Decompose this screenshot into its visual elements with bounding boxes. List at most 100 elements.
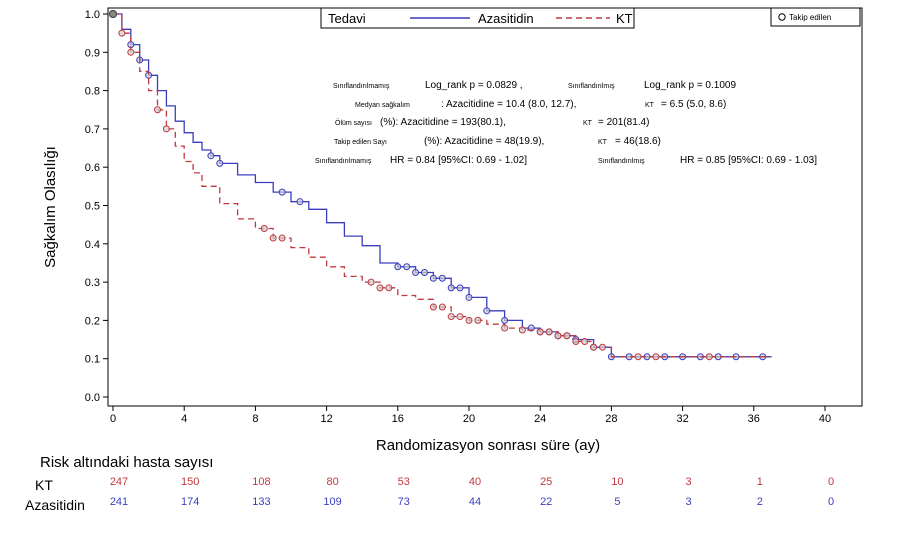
censor-marker-kt	[367, 278, 375, 286]
risk-value-azasitidin: 44	[469, 496, 481, 508]
risk-value-azasitidin: 2	[757, 496, 763, 508]
y-tick-label: 0.5	[85, 201, 100, 213]
censor-marker-azasitidin	[456, 284, 464, 292]
censor-marker-kt	[554, 332, 562, 340]
y-tick-label: 0.2	[85, 315, 100, 327]
annotation-2-text: : Azacitidine = 10.4 (8.0, 12.7),	[441, 99, 576, 110]
censor-marker-azasitidin	[447, 284, 455, 292]
x-tick-label: 28	[605, 413, 617, 425]
y-tick-label: 0.6	[85, 162, 100, 174]
censor-marker-kt	[376, 284, 384, 292]
censor-marker-kt	[465, 316, 473, 324]
risk-value-kt: 10	[611, 476, 623, 488]
start-marker	[109, 10, 117, 18]
annotation-3-small: KT	[645, 102, 655, 109]
annotation-7-text: = 46(18.6)	[615, 136, 661, 147]
censor-marker-kt	[447, 313, 455, 321]
censor-marker-kt	[501, 324, 509, 332]
x-axis-title: Randomizasyon sonrası süre (ay)	[376, 437, 600, 454]
annotation-7-small: KT	[598, 139, 608, 146]
annotation-9-text: HR = 0.85 [95%CI: 0.69 - 1.03]	[680, 155, 817, 166]
censor-marker-kt	[518, 326, 526, 334]
censor-marker-kt	[162, 125, 170, 133]
censor-marker-azasitidin	[501, 316, 509, 324]
y-tick-label: 0.1	[85, 354, 100, 366]
annotation-5-text: = 201(81.4)	[598, 117, 649, 128]
censor-legend-label: Takip edilen	[789, 13, 831, 22]
x-tick-label: 4	[181, 413, 187, 425]
y-tick-label: 0.3	[85, 277, 100, 289]
legend-label-azasitidin: Azasitidin	[478, 11, 534, 26]
y-axis: 0.0 0.1 0.2 0.3 0.4 0.5 0.6 0.7 0.8 0.9 1.0	[85, 9, 108, 404]
x-tick-label: 12	[320, 413, 332, 425]
legend-title: Tedavi	[328, 11, 366, 26]
annotation-0-small: Sınıflandırılmamış	[333, 83, 390, 90]
censor-marker-kt	[590, 343, 598, 351]
censor-marker-kt	[269, 234, 277, 242]
censor-marker-kt	[385, 284, 393, 292]
censor-marker-kt	[474, 316, 482, 324]
censor-marker-kt	[545, 328, 553, 336]
risk-value-azasitidin: 133	[252, 496, 270, 508]
risk-value-kt: 80	[326, 476, 338, 488]
risk-value-kt: 108	[252, 476, 270, 488]
annotation-6-text: (%): Azacitidine = 48(19.9),	[424, 136, 544, 147]
censor-marker-azasitidin	[216, 159, 224, 167]
annotation-3-text: = 6.5 (5.0, 8.6)	[661, 99, 726, 110]
risk-value-kt: 3	[686, 476, 692, 488]
risk-value-azasitidin: 241	[110, 496, 128, 508]
censor-marker-azasitidin	[207, 152, 215, 160]
x-axis: 0 4 8 12 16 20 24 28 32 36 40	[110, 406, 831, 425]
censor-marker-azasitidin	[483, 307, 491, 315]
censor-marker-kt	[127, 48, 135, 56]
censor-marker-azasitidin	[429, 274, 437, 282]
x-tick-label: 20	[463, 413, 475, 425]
risk-value-kt: 40	[469, 476, 481, 488]
censor-marker-kt	[118, 29, 126, 37]
censor-marker-azasitidin	[438, 274, 446, 282]
risk-value-azasitidin: 109	[323, 496, 341, 508]
annotation-8-text: HR = 0.84 [95%CI: 0.69 - 1.02]	[390, 155, 527, 166]
censor-marker-azasitidin	[394, 263, 402, 271]
censor-marker-kt	[456, 313, 464, 321]
censor-marker-kt	[536, 328, 544, 336]
censor-marker-kt	[705, 353, 713, 361]
censor-marker-kt	[154, 106, 161, 114]
x-tick-label: 32	[676, 413, 688, 425]
legend-label-kt: KT	[616, 11, 633, 26]
x-tick-label: 36	[748, 413, 760, 425]
censor-marker-kt	[581, 337, 589, 345]
y-tick-label: 0.9	[85, 47, 100, 59]
censor-marker-kt	[429, 303, 437, 311]
y-axis-title: Sağkalım Olasılığı	[42, 146, 59, 268]
censor-marker-azasitidin	[465, 293, 473, 301]
risk-value-kt: 53	[398, 476, 410, 488]
annotation-2-small: Medyan sağkalım	[355, 102, 410, 109]
censor-marker-kt	[278, 234, 286, 242]
survival-curves	[109, 10, 772, 361]
y-tick-label: 0.8	[85, 86, 100, 98]
risk-value-azasitidin: 174	[181, 496, 199, 508]
censor-marker-kt	[599, 343, 606, 351]
risk-value-azasitidin: 22	[540, 496, 552, 508]
annotation-1-small: Sınıflandırılmış	[568, 83, 615, 90]
annotation-5-small: KT	[583, 120, 593, 127]
annotation-1-text: Log_rank p = 0.1009	[644, 80, 736, 91]
x-tick-label: 8	[252, 413, 258, 425]
annotation-4-small: Ölüm sayısı	[335, 119, 372, 127]
annotation-4-text: (%): Azacitidine = 193(80.1),	[380, 117, 506, 128]
risk-value-azasitidin: 5	[614, 496, 620, 508]
x-tick-label: 0	[110, 413, 116, 425]
x-tick-label: 24	[534, 413, 546, 425]
risk-value-kt: 0	[828, 476, 834, 488]
censor-marker-azasitidin	[278, 188, 286, 196]
legend-box	[320, 7, 635, 29]
risk-row-label-kt: KT	[35, 477, 53, 493]
censor-marker-icon	[778, 13, 786, 21]
annotation-6-small: Takip edilen Sayı	[334, 139, 387, 146]
censor-marker-kt	[438, 303, 446, 311]
censor-marker-azasitidin	[403, 263, 411, 271]
censor-marker-azasitidin	[412, 269, 420, 277]
risk-table: Risk altındaki hasta sayısı KT Azasitidi…	[25, 454, 834, 513]
